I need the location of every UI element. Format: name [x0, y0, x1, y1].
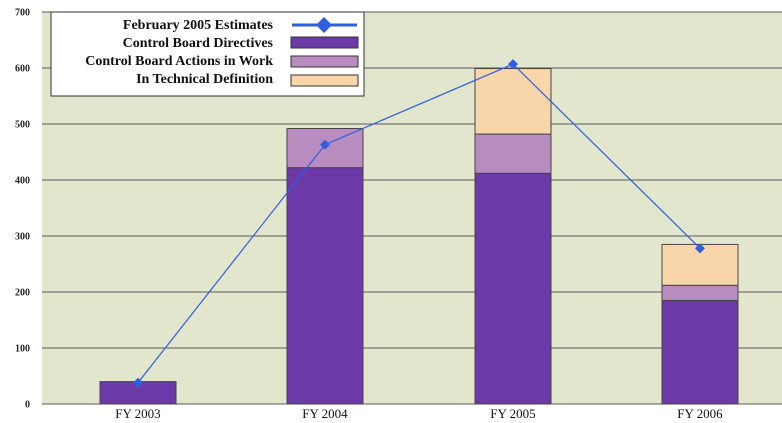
legend-label-technical: In Technical Definition — [136, 72, 273, 87]
y-tick-label: 200 — [15, 288, 30, 299]
bar-segment — [661, 284, 739, 301]
legend-marker-estimates — [316, 17, 332, 33]
x-tick-label: FY 2006 — [677, 406, 723, 421]
y-tick-label: 100 — [15, 344, 30, 355]
legend-label-directives: Control Board Directives — [123, 36, 274, 51]
estimate-point — [508, 59, 518, 70]
estimates-series-line — [137, 63, 701, 384]
estimate-point — [695, 243, 705, 254]
legend-swatch-directives — [290, 36, 359, 49]
y-axis: 0 100 200 300 400 500 600 700 — [15, 8, 30, 411]
estimate-point — [320, 139, 330, 150]
y-tick-label: 0 — [25, 400, 30, 411]
legend-swatch-actions — [290, 55, 359, 68]
y-tick-label: 500 — [15, 120, 30, 131]
bar-segment — [286, 167, 364, 405]
estimate-point — [133, 377, 143, 388]
x-tick-label: FY 2003 — [115, 406, 160, 421]
bar-segment — [474, 172, 552, 405]
y-tick-label: 400 — [15, 176, 30, 187]
y-tick-label: 700 — [15, 8, 30, 19]
x-tick-label: FY 2005 — [490, 406, 535, 421]
bar-segment — [474, 133, 552, 174]
bars — [99, 68, 739, 405]
legend-label-estimates: February 2005 Estimates — [123, 18, 274, 33]
x-tick-label: FY 2004 — [302, 406, 348, 421]
y-tick-label: 300 — [15, 232, 30, 243]
legend: February 2005 Estimates Control Board Di… — [50, 11, 365, 97]
bar-segment — [661, 299, 739, 405]
x-axis: FY 2003 FY 2004 FY 2005 FY 2006 — [115, 406, 723, 421]
estimates-line — [133, 59, 705, 388]
legend-label-actions: Control Board Actions in Work — [85, 54, 273, 69]
bar-segment — [474, 68, 552, 135]
legend-swatch-technical — [290, 74, 359, 87]
y-tick-label: 600 — [15, 64, 30, 75]
